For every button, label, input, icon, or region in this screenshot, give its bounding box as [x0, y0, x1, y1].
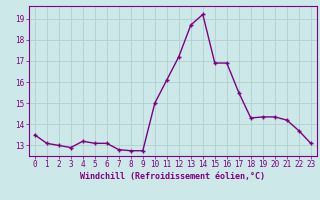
X-axis label: Windchill (Refroidissement éolien,°C): Windchill (Refroidissement éolien,°C)	[80, 172, 265, 181]
